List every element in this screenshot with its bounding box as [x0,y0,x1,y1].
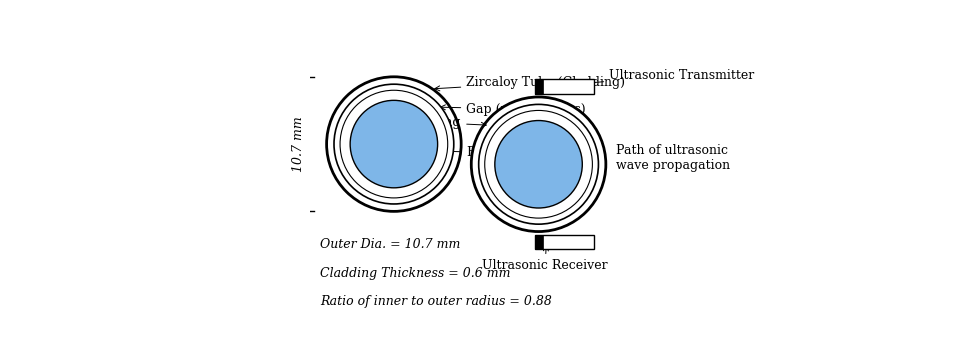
Text: Path of ultrasonic
wave propagation: Path of ultrasonic wave propagation [616,144,730,172]
Text: Ultrasonic Transmitter: Ultrasonic Transmitter [550,69,754,88]
Text: Fuel: Fuel [422,146,494,159]
Bar [535,79,543,94]
Ellipse shape [327,77,461,211]
Ellipse shape [479,104,598,224]
Ellipse shape [350,100,438,188]
Bar [535,235,594,249]
Text: Ratio of inner to outer radius = 0.88: Ratio of inner to outer radius = 0.88 [320,295,552,308]
Ellipse shape [334,84,454,204]
Ellipse shape [340,90,447,198]
Text: Zircaloy Tube (Cladding): Zircaloy Tube (Cladding) [435,76,625,91]
Text: Outer Dia. = 10.7 mm: Outer Dia. = 10.7 mm [320,238,460,251]
Text: Ultrasonic Receiver: Ultrasonic Receiver [483,246,608,272]
Text: Gap (water or gas): Gap (water or gas) [441,103,586,116]
Text: Cladding: Cladding [403,116,487,129]
Ellipse shape [495,120,582,208]
Ellipse shape [471,97,606,232]
Text: Cladding Thickness = 0.6 mm: Cladding Thickness = 0.6 mm [320,267,511,280]
Ellipse shape [485,110,593,218]
Bar [535,235,543,249]
Bar [535,79,594,94]
Text: 10.7 mm: 10.7 mm [293,116,305,172]
